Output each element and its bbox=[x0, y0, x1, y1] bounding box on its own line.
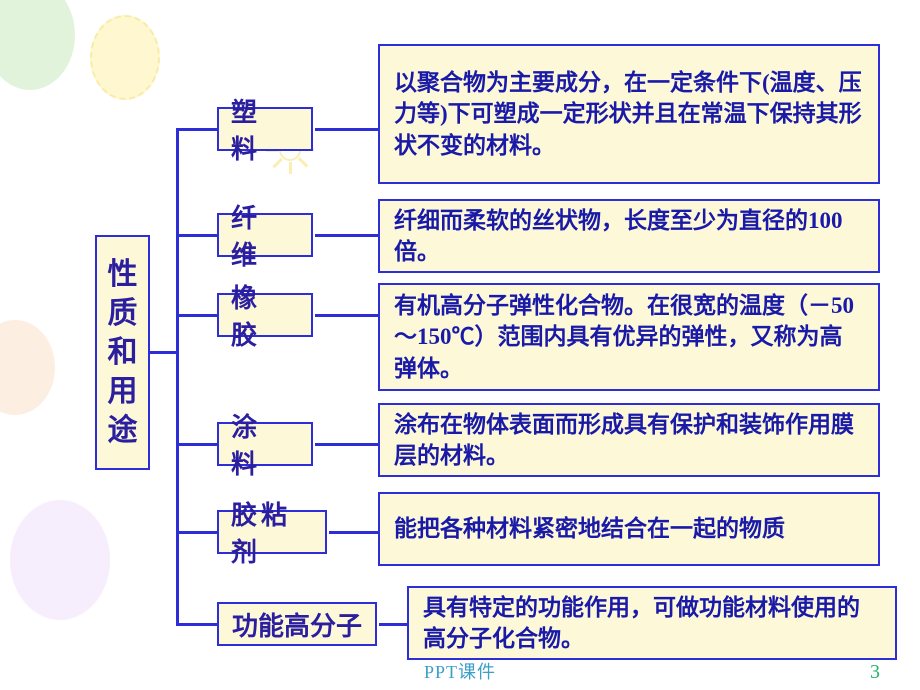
page-number: 3 bbox=[870, 661, 880, 684]
branch-line bbox=[176, 443, 217, 446]
description-node: 有机高分子弹性化合物。在很宽的温度（－50～150℃）范围内具有优异的弹性，又称… bbox=[378, 283, 880, 391]
branch-line bbox=[176, 314, 217, 317]
desc-connector bbox=[329, 531, 378, 534]
trunk-line bbox=[176, 128, 179, 625]
hierarchy-diagram: 性质和用途 塑 料 以聚合物为主要成分，在一定条件下(温度、压力等)下可塑成一定形… bbox=[0, 0, 920, 690]
branch-line bbox=[176, 623, 217, 626]
description-node: 能把各种材料紧密地结合在一起的物质 bbox=[378, 492, 880, 566]
root-label: 性质和用途 bbox=[97, 255, 148, 450]
desc-connector bbox=[315, 128, 378, 131]
branch-line bbox=[176, 128, 217, 131]
category-node: 涂 料 bbox=[217, 422, 313, 466]
branch-line bbox=[176, 531, 217, 534]
branch-line bbox=[176, 234, 217, 237]
desc-connector bbox=[315, 314, 378, 317]
desc-connector bbox=[315, 443, 378, 446]
category-node: 纤 维 bbox=[217, 213, 313, 257]
description-node: 涂布在物体表面而形成具有保护和装饰作用膜层的材料。 bbox=[378, 403, 880, 477]
desc-connector bbox=[315, 234, 378, 237]
description-node: 以聚合物为主要成分，在一定条件下(温度、压力等)下可塑成一定形状并且在常温下保持… bbox=[378, 44, 880, 184]
footer-label: PPT课件 bbox=[424, 662, 496, 682]
category-node: 橡 胶 bbox=[217, 293, 313, 337]
category-node: 功能高分子 bbox=[217, 602, 377, 646]
description-node: 纤细而柔软的丝状物，长度至少为直径的100倍。 bbox=[378, 199, 880, 273]
root-node: 性质和用途 bbox=[95, 235, 150, 470]
category-node: 塑 料 bbox=[217, 107, 313, 151]
description-node: 具有特定的功能作用，可做功能材料使用的高分子化合物。 bbox=[407, 586, 897, 660]
category-node: 胶粘剂 bbox=[217, 510, 327, 554]
root-connector bbox=[150, 351, 178, 354]
desc-connector bbox=[379, 623, 407, 626]
slide-footer: PPT课件 3 bbox=[0, 658, 920, 684]
